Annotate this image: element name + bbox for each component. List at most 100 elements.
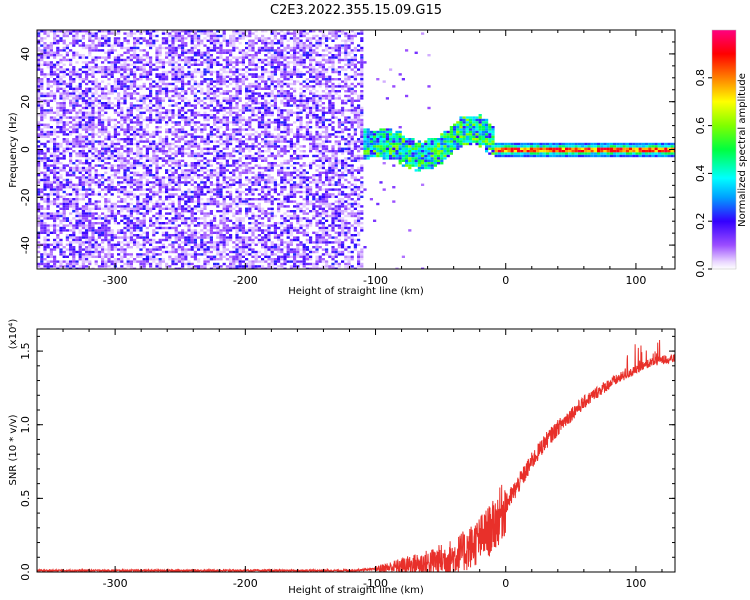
heatmap-cell xyxy=(257,205,261,208)
heatmap-cell xyxy=(75,260,79,263)
heatmap-cell xyxy=(219,253,223,256)
heatmap-cell xyxy=(171,73,175,76)
heatmap-cell xyxy=(78,243,82,246)
heatmap-cell xyxy=(158,253,162,256)
heatmap-cell xyxy=(206,200,210,203)
heatmap-cell xyxy=(283,37,287,40)
heatmap-cell xyxy=(270,39,274,42)
heatmap-cell xyxy=(113,174,117,177)
heatmap-cell xyxy=(133,130,137,134)
heatmap-cell xyxy=(139,106,143,110)
heatmap-cell xyxy=(174,92,178,95)
heatmap-cell xyxy=(241,32,245,35)
heatmap-cell xyxy=(181,87,185,90)
heatmap-cell xyxy=(81,176,85,179)
heatmap-cell xyxy=(40,68,44,71)
heatmap-cell xyxy=(280,150,284,153)
heatmap-cell xyxy=(69,169,73,172)
heatmap-cell xyxy=(107,234,111,237)
heatmap-cell xyxy=(155,58,159,62)
heatmap-cell xyxy=(81,147,85,150)
heatmap-cell xyxy=(254,152,258,155)
heatmap-cell xyxy=(104,236,108,239)
heatmap-cell xyxy=(155,154,159,158)
heatmap-cell xyxy=(225,231,229,234)
heatmap-cell xyxy=(149,200,153,203)
heatmap-cell xyxy=(136,118,140,122)
heatmap-cell xyxy=(91,236,95,239)
heatmap-cell xyxy=(257,61,261,64)
heatmap-cell xyxy=(91,202,95,206)
heatmap-cell xyxy=(206,70,210,74)
heatmap-cell xyxy=(46,238,50,242)
heatmap-cell xyxy=(161,157,165,160)
heatmap-cell xyxy=(53,229,57,232)
heatmap-cell xyxy=(91,32,95,35)
heatmap-cell xyxy=(101,80,105,83)
heatmap-cell xyxy=(117,140,121,143)
heatmap-cell xyxy=(216,236,220,239)
heatmap-cell xyxy=(78,44,82,47)
heatmap-cell xyxy=(197,231,201,234)
heatmap-cell xyxy=(203,128,207,131)
heatmap-cell xyxy=(200,128,204,131)
heatmap-cell xyxy=(238,80,242,83)
heatmap-cell xyxy=(69,116,73,119)
heatmap-cell xyxy=(117,267,121,269)
heatmap-cell xyxy=(155,114,159,117)
heatmap-cell xyxy=(267,169,271,172)
heatmap-cell xyxy=(161,78,165,81)
heatmap-cell xyxy=(261,80,265,83)
heatmap-cell xyxy=(75,128,79,131)
heatmap-cell xyxy=(235,250,239,254)
heatmap-cell xyxy=(238,238,242,242)
heatmap-cell xyxy=(101,128,105,131)
heatmap-cell xyxy=(190,234,194,237)
heatmap-cell xyxy=(88,214,92,218)
heatmap-cell xyxy=(129,229,133,232)
heatmap-cell xyxy=(174,181,178,184)
heatmap-cell xyxy=(254,243,258,246)
heatmap-cell xyxy=(129,253,133,256)
heatmap-cell xyxy=(238,195,242,198)
heatmap-cell xyxy=(85,202,89,206)
heatmap-cell xyxy=(219,82,223,86)
heatmap-cell xyxy=(81,174,85,177)
heatmap-cell xyxy=(75,85,79,88)
heatmap-cell xyxy=(72,188,76,191)
heatmap-cell xyxy=(277,126,281,129)
heatmap-cell xyxy=(216,49,220,52)
heatmap-cell xyxy=(229,140,233,143)
heatmap-cell xyxy=(171,87,175,90)
heatmap-cell xyxy=(190,171,194,174)
heatmap-cell xyxy=(145,202,149,206)
heatmap-cell xyxy=(120,63,124,66)
heatmap-cell xyxy=(37,183,41,186)
heatmap-cell xyxy=(161,147,165,150)
heatmap-cell xyxy=(267,198,271,201)
heatmap-cell xyxy=(251,75,255,78)
heatmap-cell xyxy=(187,82,191,86)
heatmap-cell xyxy=(251,198,255,201)
heatmap-cell xyxy=(88,169,92,172)
heatmap-cell xyxy=(65,236,69,239)
heatmap-cell xyxy=(53,82,57,86)
heatmap-cell xyxy=(254,92,258,95)
heatmap-cell xyxy=(107,229,111,232)
heatmap-cell xyxy=(78,159,82,162)
heatmap-cell xyxy=(222,241,226,244)
heatmap-cell xyxy=(56,246,60,249)
heatmap-cell xyxy=(232,130,236,134)
heatmap-cell xyxy=(104,87,108,90)
heatmap-cell xyxy=(277,246,281,249)
heatmap-cell xyxy=(62,224,66,227)
heatmap-cell xyxy=(158,73,162,76)
heatmap-cell xyxy=(97,37,101,40)
heatmap-cell xyxy=(139,255,143,258)
heatmap-cell xyxy=(229,37,233,40)
heatmap-cell xyxy=(139,207,143,210)
heatmap-cell xyxy=(136,234,140,237)
heatmap-cell xyxy=(133,183,137,186)
heatmap-cell xyxy=(85,159,89,162)
heatmap-cell xyxy=(101,104,105,107)
